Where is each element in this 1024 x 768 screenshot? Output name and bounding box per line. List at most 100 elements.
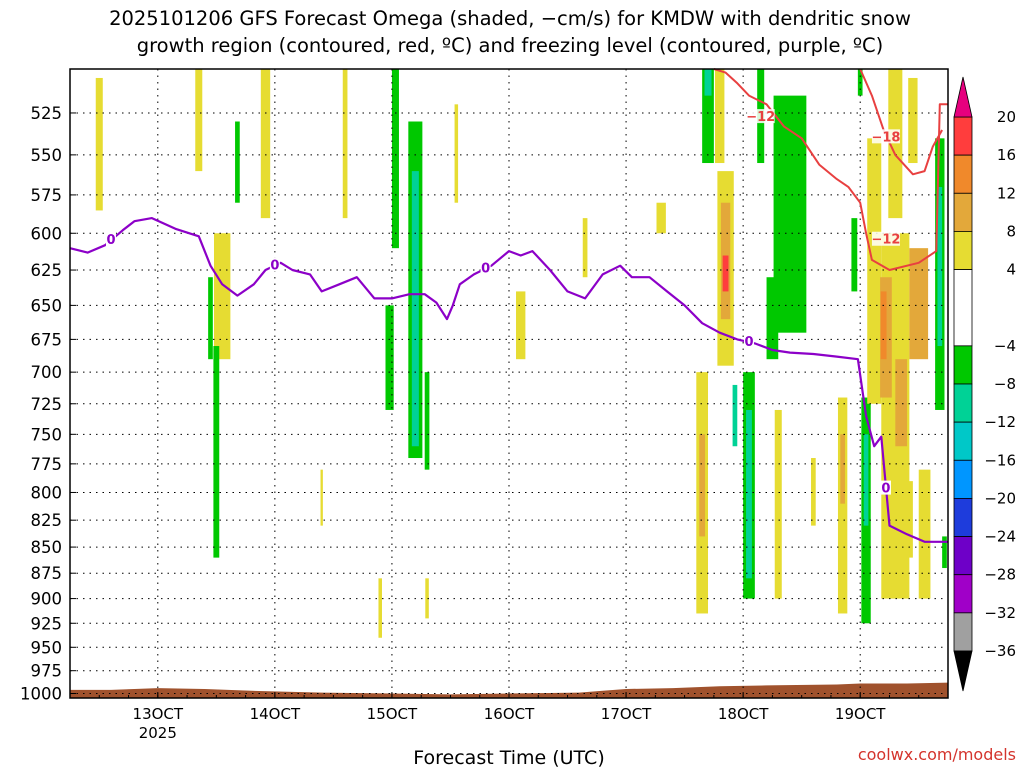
colorbar-tick-label: 4 xyxy=(1006,261,1016,279)
x-axis-label: Forecast Time (UTC) xyxy=(413,747,604,768)
omega-shaded-area xyxy=(888,69,903,219)
dgz-label-background xyxy=(871,129,900,144)
terrain-layer xyxy=(70,682,948,698)
colorbar-tick-label: −12 xyxy=(984,413,1016,431)
freezing-label-background xyxy=(480,260,491,275)
x-tick-label: 14OCT xyxy=(250,705,301,723)
omega-shading-layer xyxy=(70,69,948,698)
omega-shaded-area xyxy=(342,69,348,219)
omega-shaded-area xyxy=(195,69,203,172)
colorbar-band xyxy=(953,345,973,385)
omega-shaded-area xyxy=(942,536,947,569)
freezing-level-line xyxy=(69,217,948,543)
dgz-label-background xyxy=(871,231,900,246)
freezing-label-background xyxy=(105,232,116,247)
dgz-contour-label: −12 xyxy=(746,110,775,125)
omega-shaded-area xyxy=(880,291,887,360)
pressure-axis: 525 550 575 600 625 650 675 700 725 750 775 800 825 8… xyxy=(20,104,76,704)
y-tick-label: 975 xyxy=(31,662,63,681)
freezing-level-label: 0 xyxy=(481,262,490,277)
omega-shaded-area xyxy=(454,104,459,203)
omega-shaded-area xyxy=(424,372,430,470)
omega-shaded-area xyxy=(766,277,779,360)
chart-title-line-1: 2025101206 GFS Forecast Omega (shaded, −… xyxy=(109,7,911,30)
dgz-label-background xyxy=(746,109,775,124)
y-tick-label: 750 xyxy=(31,425,63,444)
omega-shaded-area xyxy=(516,291,526,360)
colorbar-tick-label: −4 xyxy=(994,337,1016,355)
omega-shaded-area xyxy=(704,69,712,96)
colorbar-tick-label: 16 xyxy=(997,146,1016,164)
colorbar-bottom-arrow xyxy=(953,650,973,692)
omega-shaded-area xyxy=(208,277,213,360)
chart-title-line-2: growth region (contoured, red, ºC) and f… xyxy=(137,34,884,57)
omega-shaded-area xyxy=(213,233,231,360)
dgz-contour-label: −12 xyxy=(871,233,900,248)
x-tick-label: 18OCT xyxy=(718,705,769,723)
contour-layer: 0 0 0 0 0 −12 −18 −12 xyxy=(69,68,948,543)
colorbar-band xyxy=(953,574,973,614)
y-tick-label: 800 xyxy=(31,483,63,502)
omega-shaded-area xyxy=(867,138,882,404)
colorbar-tick-label: 12 xyxy=(997,184,1016,202)
colorbar-tick-label: 20 xyxy=(997,108,1016,126)
y-tick-label: 725 xyxy=(31,395,63,414)
y-tick-label: 625 xyxy=(31,261,63,280)
omega-shaded-area xyxy=(863,434,869,526)
y-tick-label: 825 xyxy=(31,511,63,530)
omega-shaded-area xyxy=(837,397,848,614)
freezing-label-background xyxy=(269,257,280,272)
omega-shaded-area xyxy=(95,77,103,211)
omega-shaded-area xyxy=(732,384,738,447)
omega-shaded-area xyxy=(905,481,913,558)
omega-shaded-area xyxy=(235,121,240,203)
omega-shaded-area xyxy=(411,171,419,447)
colorbar-band xyxy=(953,116,973,156)
colorbar-tick-label: −24 xyxy=(984,528,1016,546)
omega-shaded-area xyxy=(918,469,931,599)
x-tick-label: 16OCT xyxy=(484,705,535,723)
omega-shaded-area xyxy=(811,458,816,526)
freezing-level-label: 0 xyxy=(744,335,753,350)
omega-shaded-area xyxy=(582,218,588,278)
colorbar-band xyxy=(953,154,973,194)
y-tick-label: 1000 xyxy=(20,685,62,704)
y-tick-label: 900 xyxy=(31,590,63,609)
freezing-level-label: 0 xyxy=(106,233,115,248)
colorbar-band xyxy=(953,269,973,347)
freezing-label-background xyxy=(743,334,754,349)
y-tick-label: 875 xyxy=(31,564,63,583)
colorbar-tick-label: −8 xyxy=(994,375,1016,393)
omega-shaded-area xyxy=(908,77,918,164)
omega-shaded-area xyxy=(702,69,714,164)
omega-shaded-area xyxy=(260,69,271,219)
y-tick-label: 600 xyxy=(31,224,63,243)
omega-shaded-area xyxy=(774,409,782,599)
omega-shaded-area xyxy=(937,187,943,347)
omega-shaded-area xyxy=(840,434,845,504)
colorbar-tick-label: −20 xyxy=(984,489,1016,507)
colorbar-band xyxy=(953,383,973,423)
colorbar-tick-label: 8 xyxy=(1006,222,1016,240)
x-tick-sublabel: 2025 xyxy=(139,724,177,742)
omega-shaded-area xyxy=(425,578,429,619)
y-tick-label: 850 xyxy=(31,538,63,557)
dgz-contour-label: −18 xyxy=(871,130,900,145)
y-tick-label: 700 xyxy=(31,363,63,382)
colorbar-band xyxy=(953,459,973,499)
omega-shaded-area xyxy=(391,69,399,249)
omega-shaded-area xyxy=(722,255,729,292)
grid-layer xyxy=(70,69,948,698)
freezing-level-label: 0 xyxy=(881,482,890,497)
x-tick-label: 15OCT xyxy=(367,705,418,723)
omega-shaded-area xyxy=(895,359,908,447)
colorbar-tick-label: −28 xyxy=(984,566,1016,584)
y-tick-label: 650 xyxy=(31,296,63,315)
colorbar-band xyxy=(953,536,973,576)
colorbar-band xyxy=(953,192,973,232)
y-tick-label: 575 xyxy=(31,186,63,205)
omega-shaded-area xyxy=(746,409,752,579)
omega-shaded-area xyxy=(656,202,666,234)
